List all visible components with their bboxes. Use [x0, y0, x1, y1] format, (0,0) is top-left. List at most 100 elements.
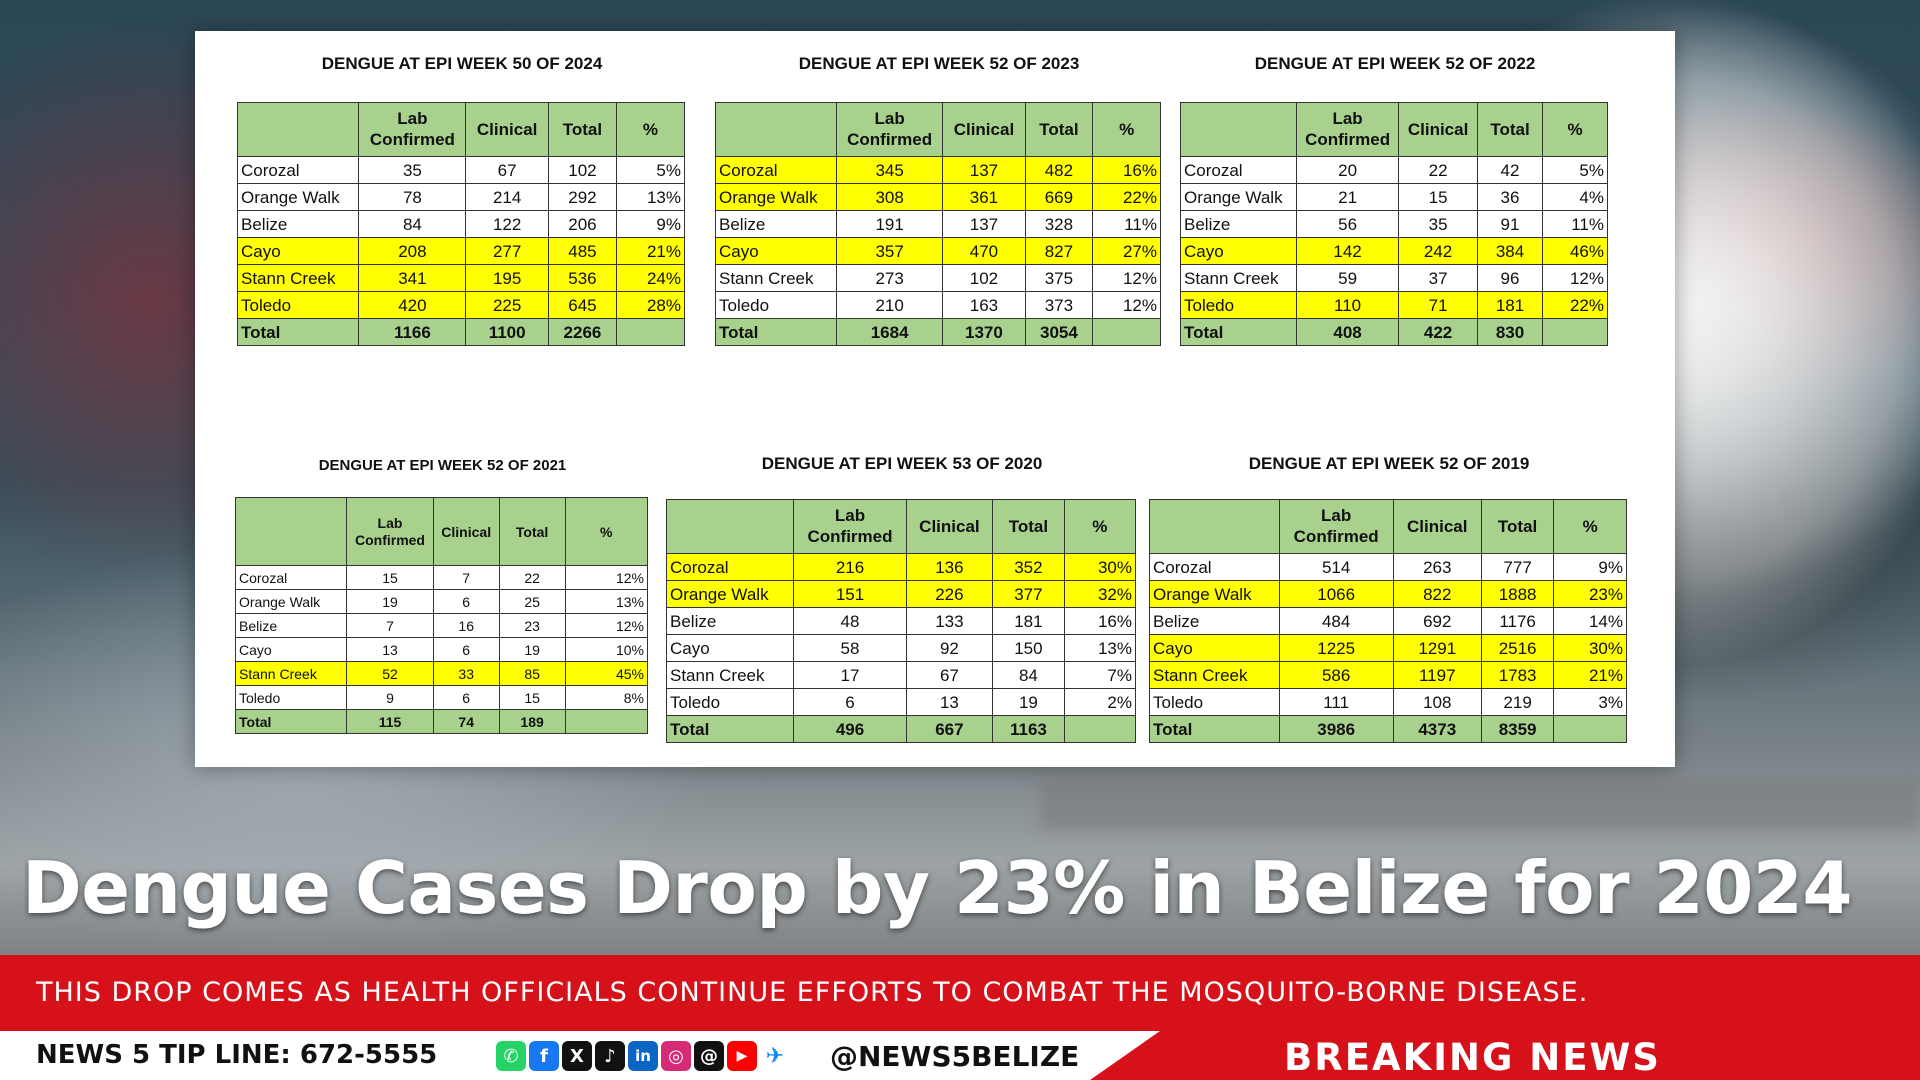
table-cell-district: Stann Creek: [234, 661, 348, 686]
blurred-banner: [1040, 780, 1920, 830]
table-cell-pct: 5%: [1542, 156, 1608, 184]
table-cell-clinical: 1197: [1392, 661, 1482, 689]
table-cell-lab: 357: [835, 237, 944, 265]
table-cell-clinical: 37: [1398, 264, 1479, 292]
table-cell-clinical: 92: [905, 634, 994, 662]
column-header: Clinical: [1398, 102, 1479, 157]
social-handle: @NEWS5BELIZE: [830, 1040, 1080, 1073]
table-cell-lab: 1225: [1278, 634, 1394, 662]
table-row: Belize 84 122 206 9%: [236, 210, 686, 238]
table-cell-total: 102: [547, 156, 617, 184]
column-header: Lab Confirmed: [1278, 499, 1394, 554]
table-cell-total: 219: [1480, 688, 1555, 716]
table-block-2019: DENGUE AT EPI WEEK 52 OF 2019 Lab Confir…: [1149, 451, 1629, 761]
youtube-icon[interactable]: ▶: [727, 1041, 757, 1071]
table-cell-pct: 8%: [564, 685, 649, 710]
table-cell-total: 375: [1024, 264, 1094, 292]
whatsapp-icon[interactable]: ✆: [496, 1041, 526, 1071]
table-cell-lab: 484: [1278, 607, 1394, 635]
table-header-row: Lab Confirmed Clinical Total%: [234, 497, 649, 566]
table-cell-clinical: 15: [1398, 183, 1479, 211]
table-cell-total: 42: [1477, 156, 1543, 184]
table-cell-lab: 15: [346, 565, 434, 590]
table-cell-lab: 142: [1296, 237, 1400, 265]
table-header-row: Lab Confirmed Clinical Total%: [236, 102, 686, 157]
column-header: [1149, 499, 1280, 554]
tiktok-icon[interactable]: ♪: [595, 1041, 625, 1071]
table-title: DENGUE AT EPI WEEK 52 OF 2022: [1254, 54, 1536, 73]
total-cell-empty: [1063, 715, 1137, 743]
total-cell-label: Total: [1179, 318, 1298, 346]
table-cell-district: Stann Creek: [1149, 661, 1280, 689]
table-cell-clinical: 137: [942, 210, 1026, 238]
total-cell-total: 3054: [1024, 318, 1094, 346]
table-row: Cayo 13 6 19 10%: [234, 637, 649, 662]
total-cell-total: 1163: [992, 715, 1065, 743]
table-cell-clinical: 277: [465, 237, 549, 265]
table-cell-lab: 58: [793, 634, 907, 662]
table-cell-total: 827: [1024, 237, 1094, 265]
table-cell-clinical: 225: [465, 291, 549, 319]
table-cell-total: 22: [498, 565, 566, 590]
table-row: Belize 484 692 1176 14%: [1149, 607, 1627, 635]
column-header: Clinical: [465, 102, 549, 157]
threads-icon[interactable]: @: [694, 1041, 724, 1071]
table-row: Corozal 20 22 42 5%: [1179, 156, 1608, 184]
table-cell-total: 373: [1024, 291, 1094, 319]
table-cell-district: Cayo: [1179, 237, 1298, 265]
column-header: Lab Confirmed: [346, 497, 434, 566]
column-header: Clinical: [1392, 499, 1482, 554]
table-cell-pct: 14%: [1553, 607, 1627, 635]
table-cell-total: 23: [498, 613, 566, 638]
instagram-icon[interactable]: ◎: [661, 1041, 691, 1071]
table-cell-pct: 12%: [564, 613, 649, 638]
table-cell-clinical: 692: [1392, 607, 1482, 635]
bluesky-icon[interactable]: ✈: [760, 1041, 790, 1071]
social-icons: ✆ f X ♪ in ◎ @ ▶ ✈: [496, 1041, 790, 1071]
table-cell-lab: 17: [793, 661, 907, 689]
table-cell-district: Corozal: [234, 565, 348, 590]
table-cell-clinical: 136: [905, 553, 994, 581]
linkedin-icon[interactable]: in: [628, 1041, 658, 1071]
table-cell-clinical: 470: [942, 237, 1026, 265]
table-cell-lab: 210: [835, 291, 944, 319]
column-header: Total: [1477, 102, 1543, 157]
facebook-icon[interactable]: f: [529, 1041, 559, 1071]
table-cell-district: Belize: [236, 210, 360, 238]
tip-line: NEWS 5 TIP LINE: 672-5555: [36, 1040, 438, 1070]
table-cell-lab: 13: [346, 637, 434, 662]
table-cell-clinical: 7: [432, 565, 500, 590]
table-row: Toledo 6 13 19 2%: [665, 688, 1137, 716]
dengue-table: Lab Confirmed Clinical Total% Corozal 35 67 10…: [236, 102, 686, 346]
table-cell-total: 1176: [1480, 607, 1555, 635]
table-row: Belize 7 16 23 12%: [234, 613, 649, 638]
table-cell-district: Corozal: [1149, 553, 1280, 581]
table-cell-pct: 12%: [1092, 264, 1161, 292]
x-icon[interactable]: X: [562, 1041, 592, 1071]
subheadline-bar: [0, 955, 1920, 1031]
table-cell-district: Belize: [1179, 210, 1298, 238]
table-cell-clinical: 242: [1398, 237, 1479, 265]
table-cell-lab: 341: [358, 264, 467, 292]
table-cell-district: Orange Walk: [715, 183, 837, 211]
total-cell-clinical: 1100: [465, 318, 549, 346]
table-cell-lab: 48: [793, 607, 907, 635]
table-cell-lab: 110: [1296, 291, 1400, 319]
table-cell-district: Toledo: [236, 291, 360, 319]
total-cell-lab: 3986: [1278, 715, 1394, 743]
table-cell-clinical: 263: [1392, 553, 1482, 581]
table-cell-pct: 28%: [615, 291, 686, 319]
table-cell-lab: 6: [793, 688, 907, 716]
column-header: Clinical: [942, 102, 1026, 157]
table-cell-district: Stann Creek: [1179, 264, 1298, 292]
table-block-2023: DENGUE AT EPI WEEK 52 OF 2023 Lab Confir…: [715, 31, 1163, 361]
table-cell-total: 19: [498, 637, 566, 662]
table-cell-pct: 46%: [1542, 237, 1608, 265]
table-cell-pct: 13%: [1063, 634, 1137, 662]
total-cell-label: Total: [236, 318, 360, 346]
table-row: Corozal 15 7 22 12%: [234, 565, 649, 590]
table-cell-clinical: 71: [1398, 291, 1479, 319]
table-cell-clinical: 6: [432, 589, 500, 614]
table-cell-district: Orange Walk: [1179, 183, 1298, 211]
table-cell-clinical: 13: [905, 688, 994, 716]
